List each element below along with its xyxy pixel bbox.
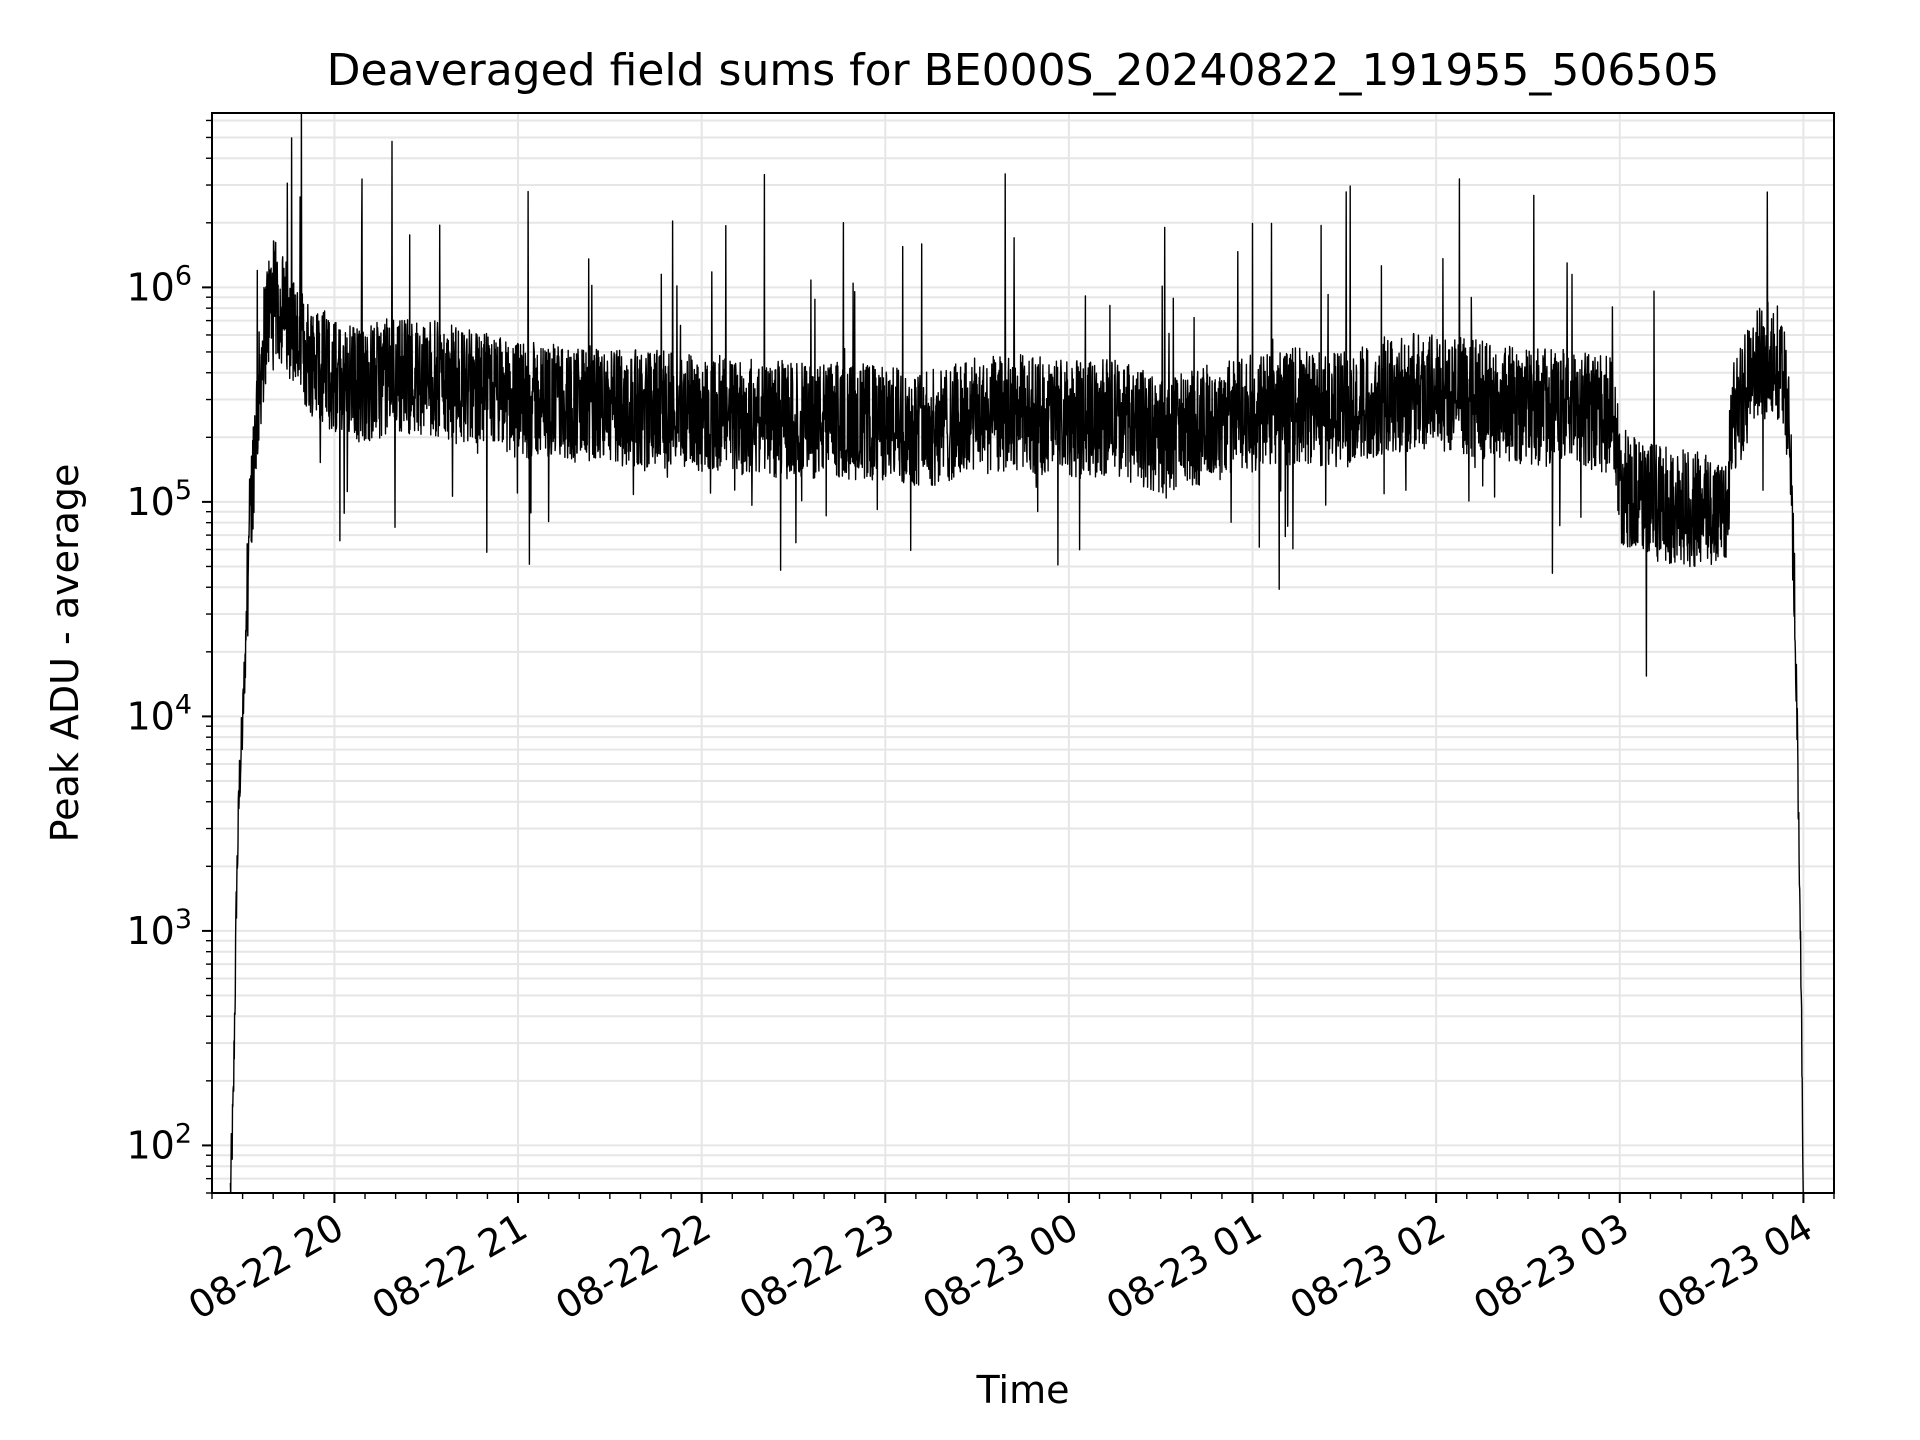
y-tick-label: 104 — [126, 689, 192, 738]
series-line — [229, 113, 1804, 1193]
x-axis-label: Time — [976, 1368, 1070, 1412]
y-axis: 102 103 104 105 106 — [126, 119, 212, 1194]
plot-lines — [229, 113, 1804, 1193]
y-tick-label: 102 — [126, 1118, 192, 1167]
y-tick-label: 106 — [126, 260, 192, 309]
y-axis-label: Peak ADU - average — [43, 464, 87, 843]
chart-title: Deaveraged field sums for BE000S_2024082… — [327, 45, 1720, 96]
plot-frame — [211, 112, 1835, 1194]
y-tick-label: 105 — [126, 475, 192, 524]
y-tick-label: 103 — [126, 904, 192, 953]
